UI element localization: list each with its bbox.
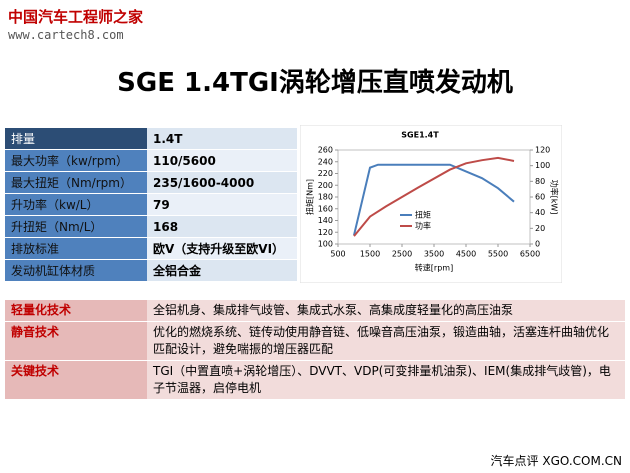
y-tick-label: 140 bbox=[318, 216, 333, 225]
legend-label: 功率 bbox=[415, 221, 431, 231]
row: 轻量化技术 全铝机身、集成排气歧管、集成式水泵、高集成度轻量化的高压油泵 bbox=[5, 300, 625, 322]
label-cell: 静音技术 bbox=[5, 321, 147, 361]
row: 发动机缸体材质 全铝合金 bbox=[5, 259, 297, 282]
value-cell: 优化的燃烧系统、链传动使用静音链、低噪音高压油泵，锻造曲轴，活塞连杆曲轴优化匹配… bbox=[147, 321, 625, 361]
row: 静音技术 优化的燃烧系统、链传动使用静音链、低噪音高压油泵，锻造曲轴，活塞连杆曲轴… bbox=[5, 321, 625, 361]
chart-frame bbox=[300, 125, 562, 283]
y2-tick-label: 40 bbox=[535, 208, 545, 217]
y2-tick-label: 20 bbox=[535, 224, 545, 233]
y-tick-label: 100 bbox=[318, 240, 333, 249]
y-tick-label: 220 bbox=[318, 169, 333, 178]
value-cell: 全铝机身、集成排气歧管、集成式水泵、高集成度轻量化的高压油泵 bbox=[147, 300, 625, 322]
y-tick-label: 160 bbox=[318, 204, 333, 213]
value-cell: TGI（中置直喷+涡轮增压）、DVVT、VDP(可变排量机油泵)、IEM(集成排… bbox=[147, 360, 625, 400]
label-cell: 关键技术 bbox=[5, 360, 147, 400]
x-axis-title: 转速[rpm] bbox=[415, 263, 453, 273]
y-tick-label: 200 bbox=[318, 181, 333, 190]
tech-table: 轻量化技术 全铝机身、集成排气歧管、集成式水泵、高集成度轻量化的高压油泵 静音技术优… bbox=[5, 300, 625, 400]
label-cell: 最大扭矩（Nm/rpm） bbox=[5, 171, 147, 194]
row: 最大扭矩（Nm/rpm） 235/1600-4000 bbox=[5, 171, 297, 194]
label-cell: 发动机缸体材质 bbox=[5, 259, 147, 282]
label-cell: 排放标准 bbox=[5, 237, 147, 260]
value-cell: 全铝合金 bbox=[147, 259, 297, 282]
x-tick-label: 5500 bbox=[488, 250, 508, 259]
y2-tick-label: 120 bbox=[535, 146, 550, 155]
x-tick-label: 6500 bbox=[520, 250, 540, 259]
value-cell: 1.4T bbox=[147, 128, 297, 150]
label-cell: 轻量化技术 bbox=[5, 300, 147, 322]
x-tick-label: 4500 bbox=[456, 250, 476, 259]
x-tick-label: 3500 bbox=[424, 250, 444, 259]
y-tick-label: 180 bbox=[318, 193, 333, 202]
row: 升扭矩（Nm/L） 168 bbox=[5, 215, 297, 238]
y2-tick-label: 80 bbox=[535, 177, 545, 186]
label-cell: 排量 bbox=[5, 128, 147, 150]
value-cell: 110/5600 bbox=[147, 149, 297, 172]
url: www.cartech8.com bbox=[8, 28, 124, 42]
row: 升功率（kw/L） 79 bbox=[5, 193, 297, 216]
footer: 汽车点评 XGO.COM.CN bbox=[490, 454, 622, 468]
series-line bbox=[353, 163, 515, 236]
y2-axis-title: 功率[kW] bbox=[550, 180, 560, 215]
y2-tick-label: 60 bbox=[535, 193, 545, 202]
legend-label: 扭矩 bbox=[415, 210, 431, 220]
y-tick-label: 240 bbox=[318, 157, 333, 166]
row: 排量 1.4T bbox=[5, 128, 297, 150]
x-tick-label: 500 bbox=[330, 250, 345, 259]
chart-title: SGE1.4T bbox=[401, 131, 439, 140]
logo: 中国汽车工程师之家 bbox=[8, 8, 144, 26]
label-cell: 升扭矩（Nm/L） bbox=[5, 215, 147, 238]
value-cell: 欧V（支持升级至欧VI） bbox=[147, 237, 297, 260]
label-cell: 升功率（kw/L） bbox=[5, 193, 147, 216]
chart: SGE1.4T 100 120 140 160 180 200 220 240 260 0 20 40 6… bbox=[300, 125, 562, 283]
spec-table: 排量 1.4T 最大功率（kw/rpm） 110/5600 最大扭矩（Nm/rpm） 23… bbox=[5, 128, 297, 282]
y2-tick-label: 0 bbox=[535, 240, 540, 249]
title: SGE 1.4TGI涡轮增压直喷发动机 bbox=[117, 68, 513, 98]
x-tick-label: 2500 bbox=[392, 250, 412, 259]
row: 最大功率（kw/rpm） 110/5600 bbox=[5, 149, 297, 172]
row: 排放标准 欧V（支持升级至欧VI） bbox=[5, 237, 297, 260]
label-cell: 最大功率（kw/rpm） bbox=[5, 149, 147, 172]
y2-tick-label: 100 bbox=[535, 161, 550, 170]
value-cell: 168 bbox=[147, 215, 297, 238]
row: 关键技术 TGI（中置直喷+涡轮增压）、DVVT、VDP(可变排量机油泵)、IEM… bbox=[5, 360, 625, 400]
value-cell: 79 bbox=[147, 193, 297, 216]
series-line bbox=[353, 156, 515, 237]
value-cell: 235/1600-4000 bbox=[147, 171, 297, 194]
y-tick-label: 260 bbox=[318, 146, 333, 155]
y-tick-label: 120 bbox=[318, 228, 333, 237]
x-tick-label: 1500 bbox=[360, 250, 380, 259]
y-axis-title: 扭矩[Nm] bbox=[305, 179, 315, 215]
